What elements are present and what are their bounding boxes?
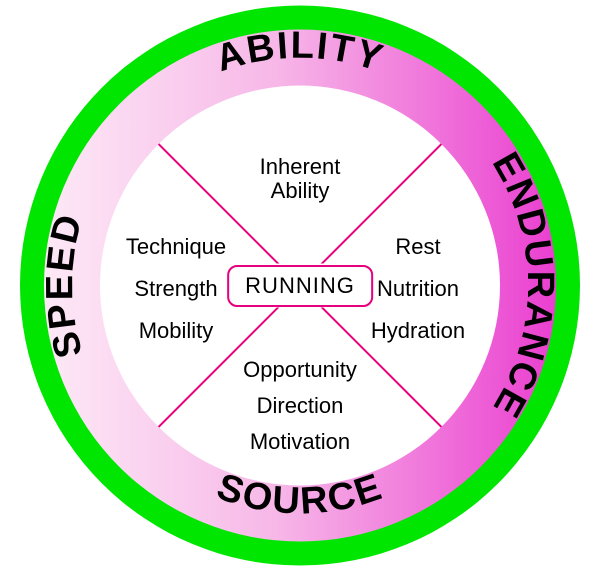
top-item-line2: Ability	[271, 179, 330, 203]
left-item-1: Strength	[134, 277, 217, 301]
left-item-2: Mobility	[139, 319, 214, 343]
top-item-line1: Inherent	[260, 155, 341, 179]
running-concept-diagram: ABILITY ENDURANCE SOURCE SPEED RUNNING I…	[0, 0, 600, 571]
bottom-item-1: Direction	[257, 394, 344, 418]
bottom-item-2: Motivation	[250, 430, 350, 454]
bottom-item-0: Opportunity	[243, 358, 357, 382]
center-label: RUNNING	[227, 265, 373, 307]
left-item-0: Technique	[126, 235, 226, 259]
right-item-0: Rest	[395, 235, 440, 259]
right-item-2: Hydration	[371, 319, 465, 343]
right-item-1: Nutrition	[377, 277, 459, 301]
